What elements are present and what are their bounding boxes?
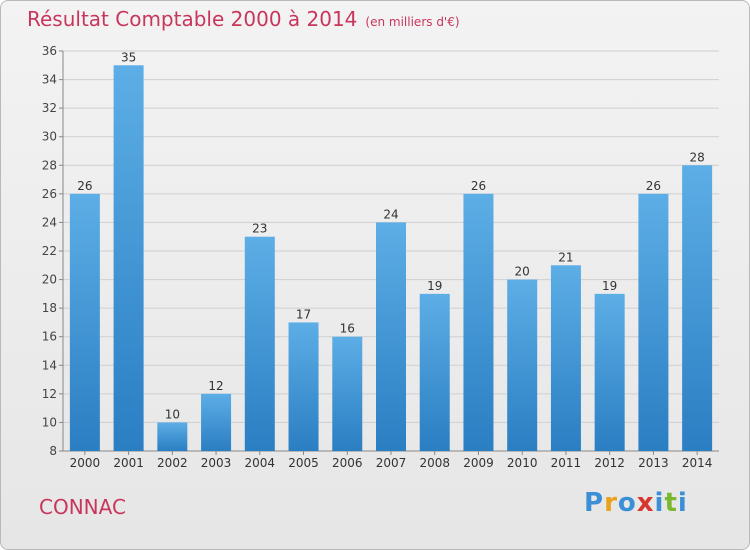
data-label: 17 (296, 307, 311, 321)
data-label: 20 (515, 265, 530, 279)
y-tick-label: 36 (42, 44, 57, 58)
data-label: 26 (77, 179, 92, 193)
data-label: 23 (252, 222, 267, 236)
x-tick-label: 2002 (157, 456, 188, 470)
y-tick-label: 18 (42, 301, 57, 315)
x-tick-label: 2007 (376, 456, 407, 470)
y-tick-label: 8 (49, 444, 57, 458)
bar (550, 265, 581, 451)
bar (157, 422, 188, 451)
chart-title: Résultat Comptable 2000 à 2014 (en millie… (27, 7, 460, 31)
logo-letter: o (617, 488, 637, 518)
x-tick-label: 2004 (245, 456, 276, 470)
x-tick-label: 2014 (682, 456, 713, 470)
bar (376, 222, 406, 451)
y-tick-label: 12 (42, 387, 57, 401)
bar (332, 336, 363, 451)
y-tick-label: 14 (42, 358, 57, 372)
logo-letter: i (654, 488, 665, 518)
data-label: 19 (427, 279, 442, 293)
data-label: 16 (340, 322, 355, 336)
data-label: 26 (471, 179, 486, 193)
x-tick-label: 2003 (201, 456, 232, 470)
x-tick-label: 2013 (638, 456, 669, 470)
y-tick-label: 30 (42, 130, 57, 144)
x-tick-label: 2010 (507, 456, 538, 470)
logo-letter: t (664, 488, 678, 518)
x-tick-label: 2006 (332, 456, 363, 470)
y-tick-label: 16 (42, 330, 57, 344)
data-label: 19 (602, 279, 617, 293)
data-label: 28 (689, 150, 704, 164)
data-label: 10 (165, 407, 180, 421)
y-tick-label: 22 (42, 244, 57, 258)
data-label: 26 (646, 179, 661, 193)
x-tick-label: 2001 (113, 456, 144, 470)
bar (463, 193, 494, 451)
chart-title-text: Résultat Comptable 2000 à 2014 (27, 7, 358, 31)
place-name: CONNAC (39, 495, 126, 519)
logo-letter: P (584, 488, 605, 518)
x-tick-label: 2000 (70, 456, 101, 470)
y-tick-label: 28 (42, 158, 57, 172)
data-label: 12 (208, 379, 223, 393)
bar (594, 293, 625, 451)
bar (638, 193, 669, 451)
bar (507, 279, 538, 451)
x-tick-label: 2005 (288, 456, 319, 470)
data-label: 35 (121, 50, 136, 64)
y-tick-label: 34 (42, 73, 57, 87)
y-tick-label: 10 (42, 415, 57, 429)
x-tick-label: 2009 (463, 456, 494, 470)
logo-letter: r (604, 488, 618, 518)
x-tick-label: 2011 (551, 456, 582, 470)
logo-letter: i (677, 488, 688, 518)
bar (288, 322, 319, 451)
bar (682, 165, 713, 452)
chart-unit: (en milliers d'€) (365, 15, 460, 29)
y-tick-label: 32 (42, 101, 57, 115)
proxiti-logo: Proxiti (584, 488, 688, 518)
bar (244, 236, 275, 451)
x-tick-label: 2008 (419, 456, 450, 470)
logo-letter: x (636, 488, 655, 518)
x-tick-label: 2012 (594, 456, 625, 470)
y-tick-label: 20 (42, 273, 57, 287)
bar (69, 193, 100, 451)
bar (419, 293, 450, 451)
bar (201, 393, 232, 451)
y-tick-label: 26 (42, 187, 57, 201)
y-tick-label: 24 (42, 215, 57, 229)
data-label: 24 (383, 207, 398, 221)
data-label: 21 (558, 250, 573, 264)
bar (113, 65, 144, 452)
